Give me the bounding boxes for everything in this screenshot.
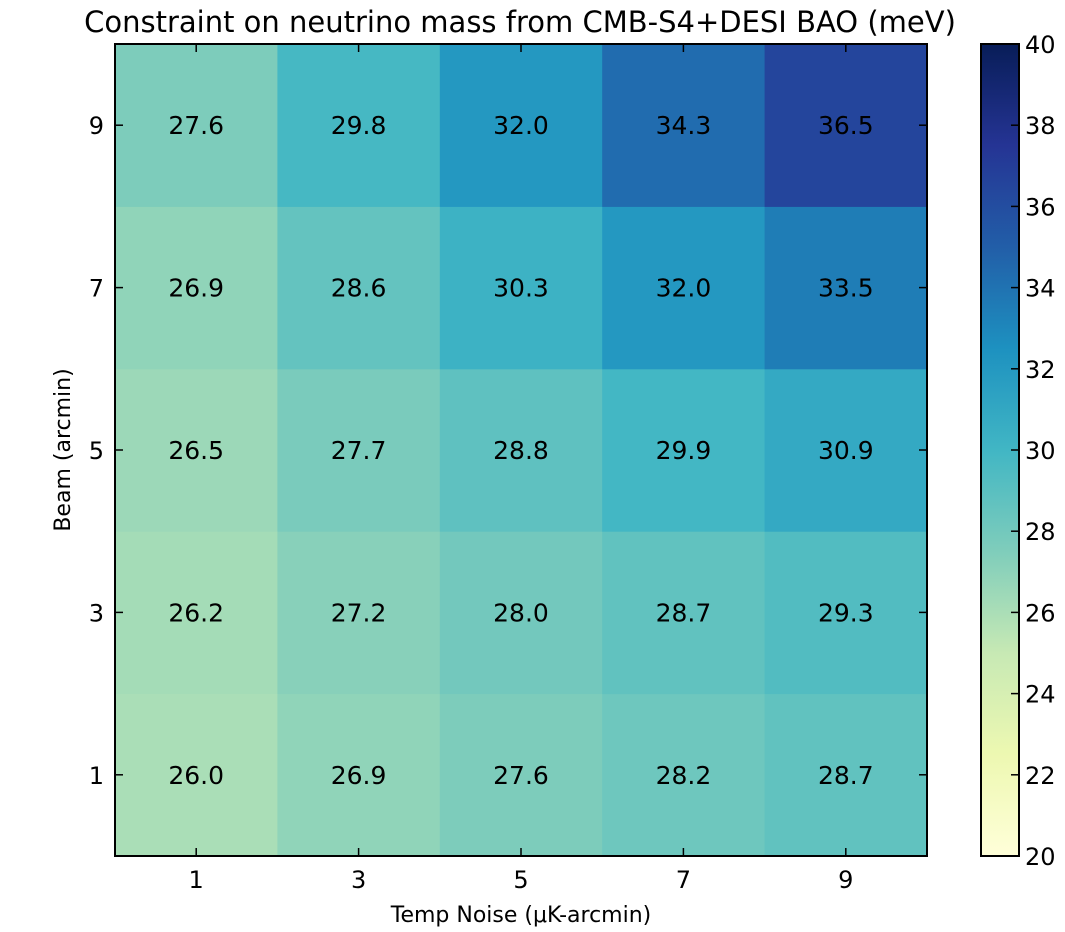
x-tick-label: 7 xyxy=(676,866,691,894)
cell-value-label: 28.6 xyxy=(331,274,387,303)
heatmap-cell xyxy=(115,206,278,370)
cell-value-label: 27.2 xyxy=(331,598,387,627)
heatmap-cell xyxy=(602,206,766,370)
x-tick-label: 9 xyxy=(838,866,853,894)
y-axis-ticks: 1 3 5 7 9 xyxy=(89,112,927,790)
heatmap-cell xyxy=(277,693,441,857)
cell-value-label: 27.6 xyxy=(493,761,549,790)
cell-value-label: 27.6 xyxy=(168,111,224,140)
colorbar-tick-label: 38 xyxy=(1025,112,1056,140)
cell-value-label: 32.0 xyxy=(493,111,549,140)
cell-value-label: 29.9 xyxy=(656,436,712,465)
cell-value-label: 26.5 xyxy=(168,436,224,465)
colorbar-tick-label: 26 xyxy=(1025,599,1056,627)
cell-value-label: 26.0 xyxy=(168,761,224,790)
cell-value-label: 26.9 xyxy=(168,274,224,303)
heatmap-cell xyxy=(764,368,928,532)
colorbar-ticks: 20 22 24 26 28 30 32 34 36 38 40 xyxy=(1011,31,1056,871)
heatmap-cell xyxy=(764,206,928,370)
chart-title: Constraint on neutrino mass from CMB-S4+… xyxy=(84,5,956,39)
cell-value-label: 29.3 xyxy=(818,598,874,627)
cell-value-labels: 26.0 26.9 27.6 28.2 28.7 26.2 27.2 28.0 28.7 29.3… xyxy=(168,111,873,790)
x-axis-ticks: 1 3 5 7 9 xyxy=(189,44,853,894)
heatmap-cell xyxy=(439,44,603,207)
colorbar-tick-label: 32 xyxy=(1025,356,1056,384)
heatmap-cell xyxy=(115,368,278,532)
colorbar-tick-label: 40 xyxy=(1025,31,1056,59)
cell-value-label: 32.0 xyxy=(656,274,712,303)
cell-value-label: 28.2 xyxy=(656,761,712,790)
heatmap-cell xyxy=(764,44,928,207)
colorbar-tick-label: 20 xyxy=(1025,843,1056,871)
cell-value-label: 36.5 xyxy=(818,111,874,140)
cell-value-label: 34.3 xyxy=(656,111,712,140)
cell-value-label: 28.7 xyxy=(656,598,712,627)
heatmap-cell xyxy=(764,531,928,695)
cell-value-label: 26.9 xyxy=(331,761,387,790)
colorbar-tick-label: 36 xyxy=(1025,193,1056,221)
cell-value-label: 33.5 xyxy=(818,274,874,303)
heatmap-cell xyxy=(115,44,278,207)
y-tick-label: 1 xyxy=(89,762,104,790)
cell-value-label: 27.7 xyxy=(331,436,387,465)
cell-value-label: 28.7 xyxy=(818,761,874,790)
heatmap-cell xyxy=(602,531,766,695)
cell-value-label: 28.0 xyxy=(493,598,549,627)
heatmap-cells xyxy=(115,44,928,857)
heatmap-cell xyxy=(602,368,766,532)
heatmap-cell xyxy=(439,531,603,695)
x-axis-label: Temp Noise (μK-arcmin) xyxy=(390,903,652,928)
x-tick-label: 5 xyxy=(513,866,528,894)
colorbar-tick-label: 28 xyxy=(1025,518,1056,546)
colorbar-tick-label: 34 xyxy=(1025,275,1056,303)
heatmap-cell xyxy=(115,531,278,695)
x-tick-label: 3 xyxy=(351,866,366,894)
cell-value-label: 26.2 xyxy=(168,598,224,627)
y-tick-label: 7 xyxy=(89,275,104,303)
heatmap-cell xyxy=(602,44,766,207)
colorbar-tick-label: 30 xyxy=(1025,437,1056,465)
heatmap-cell xyxy=(439,206,603,370)
cell-value-label: 30.3 xyxy=(493,274,549,303)
cell-value-label: 30.9 xyxy=(818,436,874,465)
heatmap-cell xyxy=(764,693,928,857)
cell-value-label: 28.8 xyxy=(493,436,549,465)
heatmap-cell xyxy=(277,206,441,370)
y-axis-label: Beam (arcmin) xyxy=(51,368,76,531)
cell-value-label: 29.8 xyxy=(331,111,387,140)
heatmap-cell xyxy=(115,693,278,857)
y-tick-label: 9 xyxy=(89,112,104,140)
heatmap-cell xyxy=(277,44,441,207)
heatmap-cell xyxy=(602,693,766,857)
colorbar-tick-label: 22 xyxy=(1025,762,1056,790)
y-tick-label: 5 xyxy=(89,437,104,465)
colorbar-tick-label: 24 xyxy=(1025,681,1056,709)
x-tick-label: 1 xyxy=(189,866,204,894)
y-tick-label: 3 xyxy=(89,599,104,627)
heatmap-cell xyxy=(439,693,603,857)
heatmap-cell xyxy=(277,368,441,532)
heatmap-cell xyxy=(439,368,603,532)
heatmap-cell xyxy=(277,531,441,695)
